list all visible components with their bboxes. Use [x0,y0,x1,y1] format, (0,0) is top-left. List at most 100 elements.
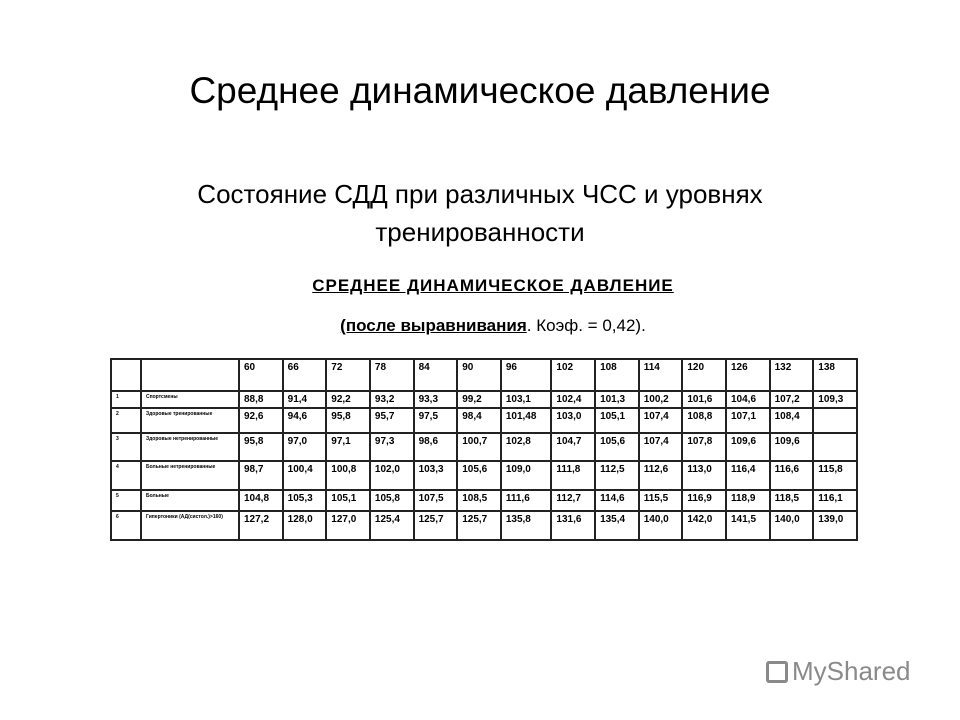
header-cell [110,358,142,392]
table-row: 5 Больные 104,8 105,3 105,1 105,8 107,5 108,5 11… [110,489,858,512]
table-cell: 104,7 [550,432,597,462]
logo-text: MyShared [792,656,911,686]
row-number: 5 [110,489,142,512]
table-cell: 95,7 [368,407,415,434]
table-cell: 141,5 [724,510,771,541]
table-cell: 118,5 [768,489,815,512]
table-cell: 91,4 [281,390,328,409]
table-cell: 109,6 [724,432,771,462]
table-cell: 125,4 [368,510,415,541]
row-label: Здоровые нетренированные [140,432,240,462]
data-table: 60 66 72 78 84 90 96 102 108 114 120 126 132 138 1 Спор… [110,358,858,541]
table-cell: 100,2 [637,390,684,409]
table-cell: 118,9 [724,489,771,512]
table-row: 2 Здоровые тренированные 92,6 94,6 95,8 95,7 9… [110,407,858,434]
slide-title: Среднее динамическое давление [189,70,771,111]
table-cell: 94,6 [281,407,328,434]
header-cell: 90 [456,358,502,392]
subcaption-rest: . Коэф. = 0,42). [526,316,646,335]
table-cell: 95,8 [325,407,371,434]
table-cell: 98,4 [456,407,502,434]
table-cell: 105,8 [368,489,415,512]
table-cell: 97,5 [412,407,459,434]
table-cell: 142,0 [681,510,727,541]
table-cell: 105,1 [325,489,371,512]
logo-icon [766,660,788,683]
table-cell: 92,6 [238,407,284,434]
table-row: 1 Спортсмены 88,8 91,4 92,2 93,2 93,3 99,2 103,1… [110,390,858,409]
row-label: Гипертоники (АД(систол.)>160) [140,510,240,541]
table-cell: 105,6 [594,432,640,462]
myshared-logo: MyShared [766,656,911,687]
table-cell: 128,0 [281,510,328,541]
table-cell: 113,0 [681,460,727,491]
header-cell: 84 [412,358,459,392]
table-cell: 116,1 [812,489,858,512]
header-cell: 132 [768,358,815,392]
header-cell: 126 [724,358,771,392]
header-cell: 60 [238,358,284,392]
table-cell: 105,6 [456,460,502,491]
table-cell [812,432,858,462]
table-cell: 104,6 [724,390,771,409]
header-cell: 108 [594,358,640,392]
table-cell: 92,2 [325,390,371,409]
table-cell: 109,3 [812,390,858,409]
table-cell: 125,7 [412,510,459,541]
table-cell: 103,1 [499,390,553,409]
table-row: 6 Гипертоники (АД(систол.)>160) 127,2 128,0… [110,510,858,541]
table-cell: 111,6 [499,489,553,512]
table-cell: 125,7 [456,510,502,541]
row-number: 6 [110,510,142,541]
row-label: Здоровые тренированные [140,407,240,434]
table-cell: 104,8 [238,489,284,512]
table-cell: 103,0 [550,407,597,434]
table-cell: 116,6 [768,460,815,491]
row-number: 4 [110,460,142,491]
table-cell: 88,8 [238,390,284,409]
table-caption: СРЕДНЕЕ ДИНАМИЧЕСКОЕ ДАВЛЕНИЕ [312,276,674,295]
table-cell: 112,6 [637,460,684,491]
header-cell: 114 [637,358,684,392]
table-cell: 97,0 [281,432,328,462]
row-number: 1 [110,390,142,409]
table-cell: 102,4 [550,390,597,409]
table-cell [812,407,858,434]
table-cell: 131,6 [550,510,597,541]
row-number: 3 [110,432,142,462]
table-cell: 100,4 [281,460,328,491]
table-cell: 139,0 [812,510,858,541]
table-cell: 101,48 [499,407,553,434]
table-cell: 100,8 [325,460,371,491]
table-subcaption: (после выравнивания. Коэф. = 0,42). [0,316,960,336]
table-cell: 108,8 [681,407,727,434]
table-cell: 101,6 [681,390,727,409]
table-cell: 115,5 [637,489,684,512]
table-cell: 140,0 [768,510,815,541]
table-cell: 109,6 [768,432,815,462]
header-cell: 138 [812,358,858,392]
table-cell: 102,0 [368,460,415,491]
header-cell: 72 [325,358,371,392]
table-cell: 107,4 [637,407,684,434]
table-cell: 107,8 [681,432,727,462]
table-cell: 107,2 [768,390,815,409]
table-row: 4 Больные нетренированные 98,7 100,4 100,8 10… [110,460,858,491]
table-cell: 98,7 [238,460,284,491]
header-cell: 66 [281,358,328,392]
table-cell: 116,4 [724,460,771,491]
header-cell: 120 [681,358,727,392]
table-cell: 108,4 [768,407,815,434]
table-cell: 127,2 [238,510,284,541]
table-cell: 135,8 [499,510,553,541]
table-row: 3 Здоровые нетренированные 95,8 97,0 97,1 97,… [110,432,858,462]
table-cell: 114,6 [594,489,640,512]
table-cell: 105,1 [594,407,640,434]
table-cell: 93,2 [368,390,415,409]
table-cell: 109,0 [499,460,553,491]
table-cell: 112,5 [594,460,640,491]
table-cell: 97,1 [325,432,371,462]
subcaption-bold: (после выравнивания [340,316,527,335]
header-cell: 96 [499,358,553,392]
